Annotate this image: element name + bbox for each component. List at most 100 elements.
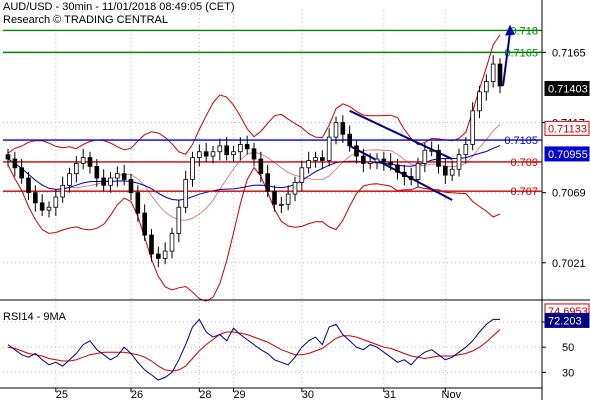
candle-body (87, 157, 93, 167)
candle (395, 159, 400, 180)
candle (203, 142, 209, 162)
candle (490, 55, 496, 88)
candle-body (320, 157, 325, 161)
channel-lower (349, 145, 453, 201)
price-tag-0.71133-text: 0.71133 (548, 123, 587, 135)
candle (320, 150, 325, 170)
price-tag-0.70955-box (544, 146, 590, 162)
candle-body (238, 144, 243, 153)
candle-body (149, 234, 154, 255)
candle (46, 201, 52, 218)
level-label-0.718: 0.718 (510, 25, 538, 37)
level-label-0.7105: 0.7105 (504, 135, 538, 147)
rsi-title: RSI14 - 9MA (3, 311, 67, 323)
candle (258, 151, 264, 183)
candle-body (101, 177, 106, 186)
candle-body (395, 164, 400, 173)
candle-body (26, 177, 31, 194)
candle (80, 148, 86, 170)
candle (313, 151, 318, 168)
candle-body (272, 190, 277, 205)
candle (19, 159, 24, 184)
candle (251, 142, 257, 167)
last-price-tag-text: 0.71403 (548, 83, 588, 95)
projection-arrow-head (505, 24, 515, 36)
candle-body (142, 212, 147, 236)
candle (415, 157, 421, 187)
candle-body (477, 91, 482, 112)
rsi-ma-line (7, 329, 501, 372)
candle (26, 172, 31, 200)
last-price-tag: 0.71403 (544, 80, 590, 96)
candle (333, 116, 339, 145)
candle-body (197, 151, 202, 158)
candle (388, 153, 393, 171)
candle-body (484, 81, 489, 93)
price-tag-0.71133-box (544, 120, 590, 136)
candle-body (108, 177, 113, 186)
candlesticks (5, 55, 503, 268)
candle (142, 204, 147, 241)
candle (408, 167, 414, 186)
candle-body (67, 173, 72, 186)
candle-body (190, 157, 195, 180)
candle (190, 151, 195, 187)
projection-arrow-shaft (502, 32, 511, 87)
support-resistance-levels: 0.718 0.7165 0.7105 0.709 0.707 (3, 25, 542, 198)
candle (429, 141, 434, 157)
candle (210, 145, 216, 164)
candle (121, 164, 127, 186)
candle-body (231, 151, 236, 156)
candle (402, 164, 407, 186)
candle-body (121, 173, 127, 180)
candle-body (470, 110, 475, 145)
x-tick-label: 25 (56, 389, 68, 400)
x-tick-label: 26 (131, 389, 143, 400)
candle (306, 151, 311, 174)
candle-body (285, 193, 291, 205)
candle (456, 148, 462, 177)
candle-body (333, 122, 339, 138)
candle-body (429, 149, 434, 152)
candle-body (326, 136, 332, 161)
candle (162, 242, 168, 265)
candle (67, 167, 72, 193)
candle (115, 166, 120, 187)
candle-body (224, 145, 229, 156)
candle-body (33, 192, 38, 204)
candle (39, 194, 45, 217)
candle (470, 102, 475, 151)
rsi-value-tag-text: 72.203 (548, 315, 582, 327)
bollinger-middle (7, 124, 501, 221)
candle (347, 125, 352, 152)
candle-body (60, 184, 65, 198)
candle (292, 176, 298, 202)
grid (3, 10, 542, 385)
candle-body (436, 149, 441, 167)
candle-body (388, 161, 393, 166)
candle-body (128, 179, 134, 194)
rsi-value-tag-box (544, 312, 590, 328)
bollinger-bands (7, 34, 501, 302)
candle-body (39, 202, 45, 211)
candle-body (313, 157, 318, 161)
rsi-value-tag: 72.203 (544, 312, 590, 328)
bollinger-lower (7, 164, 501, 302)
candle (279, 197, 284, 214)
candle (381, 151, 387, 171)
candle-body (422, 149, 428, 164)
candle-body (381, 158, 387, 163)
candle-body (74, 163, 79, 175)
candle (53, 189, 59, 217)
chart-source: Research © TRADING CENTRAL (3, 14, 168, 26)
candle (197, 144, 202, 167)
x-tick-label: Nov (442, 389, 462, 400)
rsi-tick-label: 30 (562, 367, 574, 379)
chart-title: AUD/USD - 30min - 11/01/2018 08:49:05 (C… (3, 1, 235, 13)
x-tick-label: 30 (302, 389, 314, 400)
candle (12, 151, 18, 177)
projection-arrow (502, 24, 515, 87)
